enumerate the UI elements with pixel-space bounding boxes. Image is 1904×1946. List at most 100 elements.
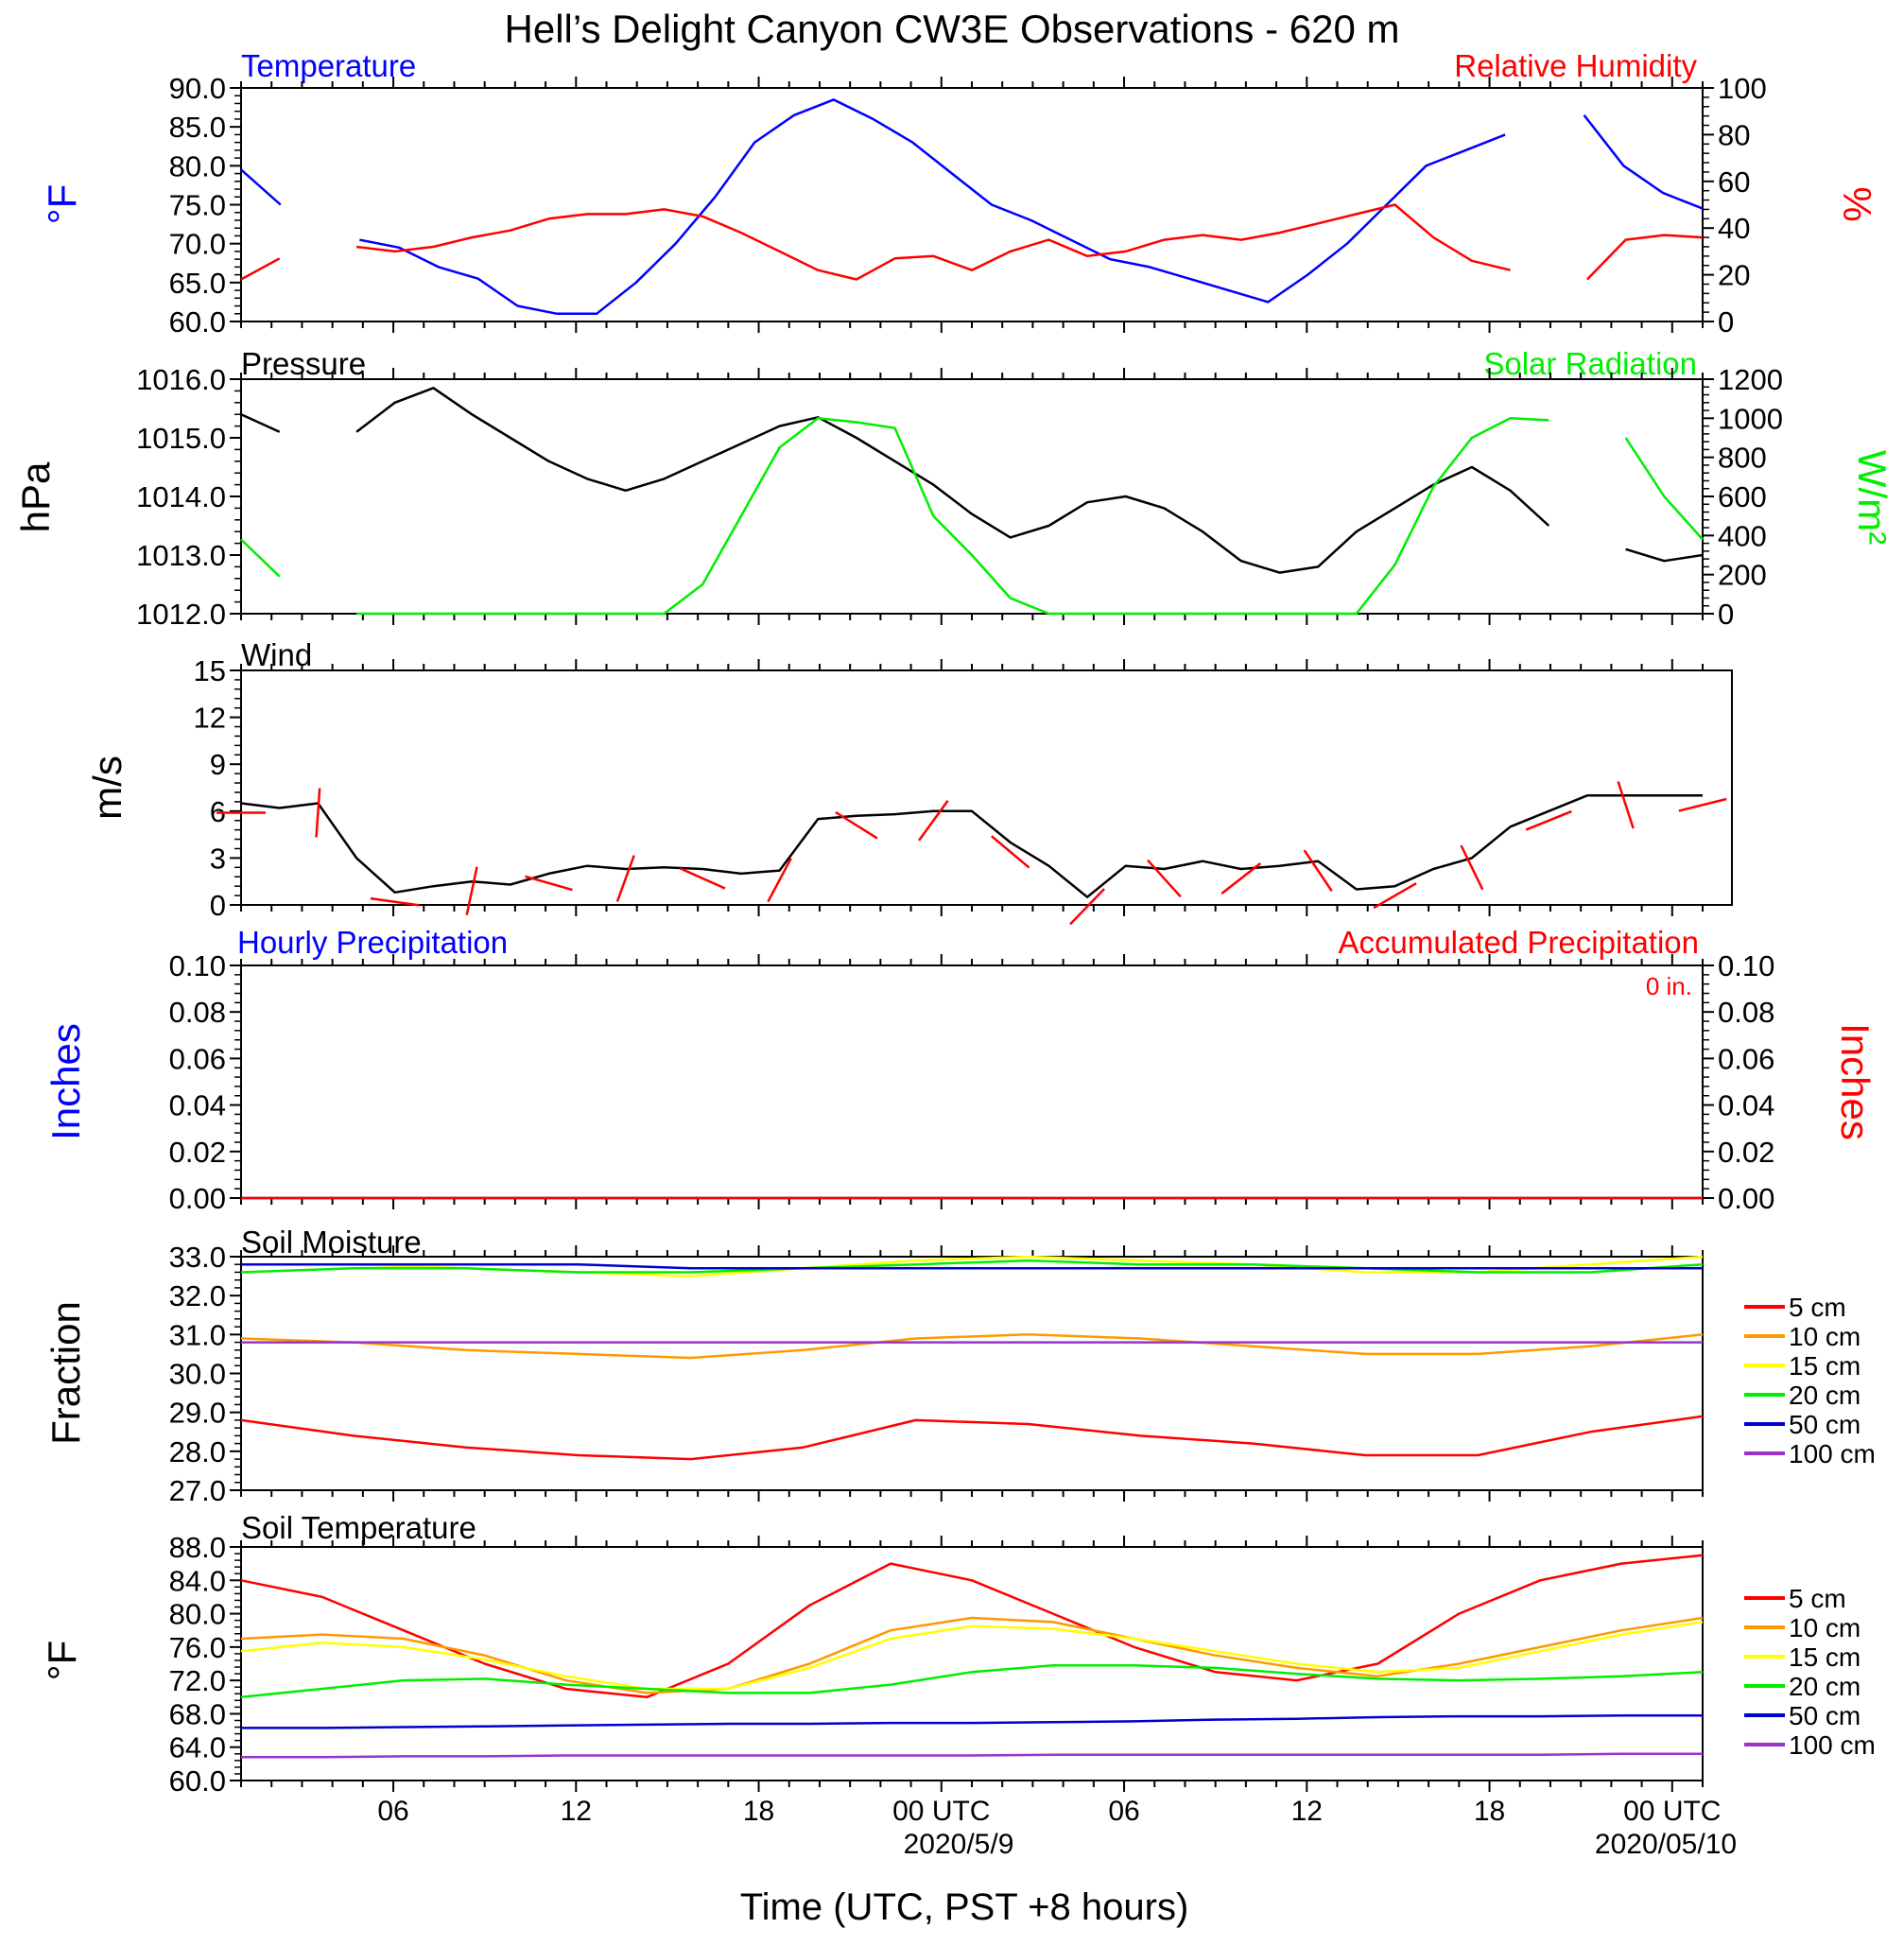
panel-precipitation: Hourly Precipitation Accumulated Precipi… xyxy=(43,925,1878,1215)
legend-label: 5 cm xyxy=(1789,1584,1846,1613)
right-y-tick-label: 0 xyxy=(1718,305,1734,339)
soil-moisture-axis-label: Fraction xyxy=(43,1301,88,1445)
panel-pressure: Pressure Solar Radiation hPa W/m² 1016.0… xyxy=(13,346,1895,631)
left-y-tick-label: 88.0 xyxy=(169,1531,226,1564)
legend-label: 20 cm xyxy=(1789,1381,1861,1410)
solar-radiation-line xyxy=(240,417,1704,616)
right-y-tick-label: 60 xyxy=(1718,165,1750,199)
15-cm-line xyxy=(240,1621,1704,1691)
x-tick-label: 12 xyxy=(561,1796,592,1827)
legend-label: 100 cm xyxy=(1789,1730,1876,1760)
right-y-tick-label: 200 xyxy=(1718,559,1767,592)
wind-barb xyxy=(835,810,878,840)
left-y-tick-label: 9 xyxy=(210,748,226,781)
soil-temperature-title: Soil Temperature xyxy=(241,1510,476,1545)
right-y-tick-label: 0 xyxy=(1718,598,1734,631)
10-cm-line xyxy=(240,1333,1704,1360)
right-y-tick-label: 1000 xyxy=(1718,402,1783,435)
right-y-tick-label: 0.06 xyxy=(1718,1042,1774,1075)
hourly-precip-title: Hourly Precipitation xyxy=(237,925,508,960)
x-tick-label: 06 xyxy=(377,1796,408,1827)
left-y-tick-label: 80.0 xyxy=(169,1598,226,1631)
x-axis-title: Time (UTC, PST +8 hours) xyxy=(740,1886,1189,1928)
legend-label: 5 cm xyxy=(1789,1293,1846,1322)
right-y-tick-label: 0.00 xyxy=(1718,1182,1774,1215)
right-y-tick-label: 0.04 xyxy=(1718,1089,1774,1122)
50-cm-line xyxy=(241,1262,1703,1270)
humidity-axis-label: % xyxy=(1835,186,1879,221)
panel-soil-temperature: Soil Temperature °F 88.084.080.076.072.0… xyxy=(40,1510,1876,1798)
right-y-tick-label: 800 xyxy=(1718,442,1767,475)
right-y-tick-label: 40 xyxy=(1718,212,1750,245)
solar-axis-label: W/m² xyxy=(1850,450,1895,545)
left-y-tick-label: 28.0 xyxy=(169,1435,226,1468)
wind-barb xyxy=(1525,809,1572,831)
left-y-tick-label: 70.0 xyxy=(169,228,226,261)
precipitation-plot-area: 0.10 0.08 0.06 0.04 0.02 0.00 0.10 0.08 0.06 0.04… xyxy=(169,949,1775,1215)
soil-moisture-plot-area: 33.0 32.0 31.0 30.0 29.0 28.0 27.0 xyxy=(169,1241,1704,1507)
left-y-tick-label: 0.08 xyxy=(169,996,226,1029)
10-cm-line xyxy=(240,1616,1704,1694)
pressure-plot-area: 1016.0 1015.0 1014.0 1013.0 1012.0 1200 1000 80… xyxy=(136,363,1783,631)
left-y-tick-label: 1015.0 xyxy=(136,422,226,455)
legend-label: 50 cm xyxy=(1789,1701,1861,1730)
left-y-tick-label: 1013.0 xyxy=(136,539,226,572)
wind-barb xyxy=(465,866,478,915)
x-tick-label: 00 UTC xyxy=(892,1796,990,1827)
left-y-tick-label: 15 xyxy=(194,654,226,687)
pressure-line xyxy=(240,387,1704,574)
left-y-tick-label: 60.0 xyxy=(169,305,226,339)
solar-title: Solar Radiation xyxy=(1483,346,1697,381)
soil-moisture-title: Soil Moisture xyxy=(241,1225,422,1260)
precip-right-axis-label: Inches xyxy=(1833,1023,1878,1140)
left-y-tick-label: 85.0 xyxy=(169,111,226,144)
left-y-tick-label: 27.0 xyxy=(169,1474,226,1507)
left-y-tick-label: 1014.0 xyxy=(136,480,226,513)
20-cm-line xyxy=(240,1259,1704,1274)
x-tick-label: 00 UTC xyxy=(1623,1796,1721,1827)
left-y-tick-label: 75.0 xyxy=(169,189,226,222)
left-y-tick-label: 1016.0 xyxy=(136,363,226,396)
pressure-title: Pressure xyxy=(241,346,366,381)
wind-barb xyxy=(315,788,321,838)
100-cm-line xyxy=(241,1752,1703,1759)
wind-barb xyxy=(1460,844,1484,891)
wind-barb xyxy=(525,875,573,892)
soil-temperature-axis-label: °F xyxy=(40,1641,84,1680)
right-y-tick-label: 600 xyxy=(1718,480,1767,513)
left-y-tick-label: 68.0 xyxy=(169,1697,226,1730)
left-y-tick-label: 80.0 xyxy=(169,149,226,182)
5-cm-line xyxy=(240,1415,1704,1461)
wind-barb xyxy=(1069,888,1106,926)
temperature-plot-area: 90.0 85.0 80.0 75.0 70.0 65.0 60.0 100 80 60 40 20 0 xyxy=(169,72,1767,339)
left-y-tick-label: 60.0 xyxy=(169,1764,226,1798)
left-y-tick-label: 3 xyxy=(210,842,226,875)
left-y-tick-label: 31.0 xyxy=(169,1318,226,1351)
left-y-tick-label: 90.0 xyxy=(169,72,226,105)
left-y-tick-label: 76.0 xyxy=(169,1631,226,1664)
x-date-2: 2020/05/10 xyxy=(1595,1829,1737,1860)
left-y-tick-label: 0 xyxy=(210,889,226,922)
wind-barb xyxy=(370,896,420,907)
temperature-axis-label: °F xyxy=(40,184,84,224)
left-y-tick-label: 33.0 xyxy=(169,1241,226,1274)
wind-barb xyxy=(1617,781,1635,829)
x-date-1: 2020/5/9 xyxy=(904,1829,1014,1860)
wind-barb xyxy=(767,858,792,903)
x-tick-label: 18 xyxy=(1474,1796,1505,1827)
wind-barb xyxy=(1678,797,1727,812)
legend-label: 10 cm xyxy=(1789,1613,1861,1642)
wind-barb xyxy=(615,855,635,902)
right-y-tick-label: 100 xyxy=(1718,72,1767,105)
temperature-title: Temperature xyxy=(241,48,416,83)
left-y-tick-label: 29.0 xyxy=(169,1397,226,1430)
pressure-axis-label: hPa xyxy=(13,461,58,532)
right-y-tick-label: 20 xyxy=(1718,259,1750,292)
panel-temperature: Temperature Relative Humidity °F % 90.0 8… xyxy=(40,48,1879,339)
humidity-title: Relative Humidity xyxy=(1454,48,1697,83)
left-y-tick-label: 32.0 xyxy=(169,1279,226,1312)
